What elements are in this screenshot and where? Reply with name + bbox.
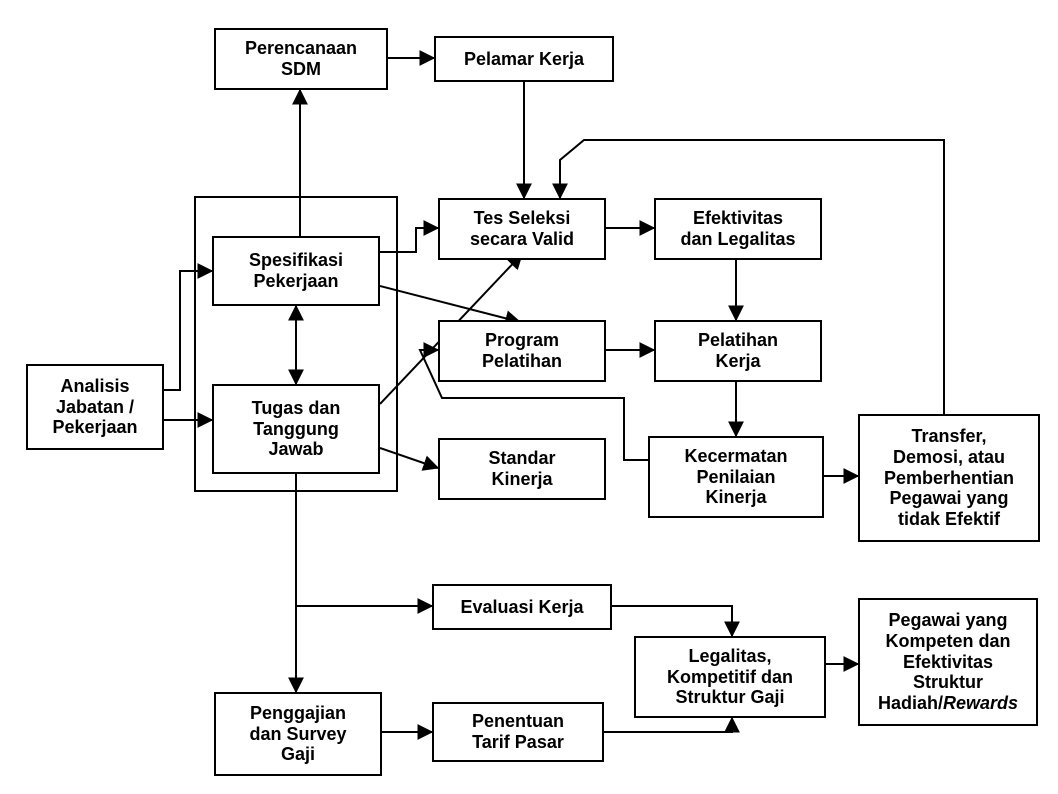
node-label: KecermatanPenilaianKinerja bbox=[684, 446, 787, 508]
node-label: Efektivitasdan Legalitas bbox=[680, 208, 795, 249]
node-analisis: AnalisisJabatan /Pekerjaan bbox=[26, 364, 164, 450]
node-label: Legalitas,Kompetitif danStruktur Gaji bbox=[667, 646, 793, 708]
edge-spesifikasi-program bbox=[380, 286, 520, 322]
node-pegawai: Pegawai yangKompeten danEfektivitasStruk… bbox=[858, 598, 1038, 726]
node-penggajian: Penggajiandan SurveyGaji bbox=[214, 692, 382, 776]
node-label: PenentuanTarif Pasar bbox=[472, 711, 564, 752]
edge-evaluasi-legalitas bbox=[612, 606, 732, 636]
node-label: Pelamar Kerja bbox=[464, 49, 584, 70]
node-perencanaan: PerencanaanSDM bbox=[214, 28, 388, 90]
edge-tugas-evaluasi bbox=[296, 474, 432, 606]
node-efektivitas: Efektivitasdan Legalitas bbox=[654, 198, 822, 260]
node-label: PerencanaanSDM bbox=[245, 38, 357, 79]
node-label: Tugas danTanggungJawab bbox=[252, 398, 341, 460]
flowchart-stage: AnalisisJabatan /Pekerjaan PerencanaanSDM… bbox=[0, 0, 1058, 794]
node-evaluasi: Evaluasi Kerja bbox=[432, 584, 612, 630]
node-label: Tes Seleksisecara Valid bbox=[470, 208, 574, 249]
node-tugas: Tugas danTanggungJawab bbox=[212, 384, 380, 474]
node-label: StandarKinerja bbox=[488, 448, 555, 489]
node-tes: Tes Seleksisecara Valid bbox=[438, 198, 606, 260]
node-transfer: Transfer,Demosi, atauPemberhentianPegawa… bbox=[858, 414, 1040, 542]
node-kecermatan: KecermatanPenilaianKinerja bbox=[648, 436, 824, 518]
node-label: PelatihanKerja bbox=[698, 330, 778, 371]
node-label: Penggajiandan SurveyGaji bbox=[249, 703, 346, 765]
node-label: SpesifikasiPekerjaan bbox=[249, 250, 343, 291]
node-spesifikasi: SpesifikasiPekerjaan bbox=[212, 236, 380, 306]
edge-penentuan-legalitas bbox=[604, 718, 732, 732]
node-pelamar: Pelamar Kerja bbox=[434, 36, 614, 82]
node-label: Transfer,Demosi, atauPemberhentianPegawa… bbox=[884, 426, 1014, 529]
node-pelatihan: PelatihanKerja bbox=[654, 320, 822, 382]
node-standar: StandarKinerja bbox=[438, 438, 606, 500]
node-label: ProgramPelatihan bbox=[482, 330, 562, 371]
node-label: Pegawai yangKompeten danEfektivitasStruk… bbox=[878, 610, 1018, 713]
node-legalitas: Legalitas,Kompetitif danStruktur Gaji bbox=[634, 636, 826, 718]
node-penentuan: PenentuanTarif Pasar bbox=[432, 702, 604, 762]
node-program: ProgramPelatihan bbox=[438, 320, 606, 382]
node-label: AnalisisJabatan /Pekerjaan bbox=[52, 376, 137, 438]
node-label: Evaluasi Kerja bbox=[460, 597, 583, 618]
